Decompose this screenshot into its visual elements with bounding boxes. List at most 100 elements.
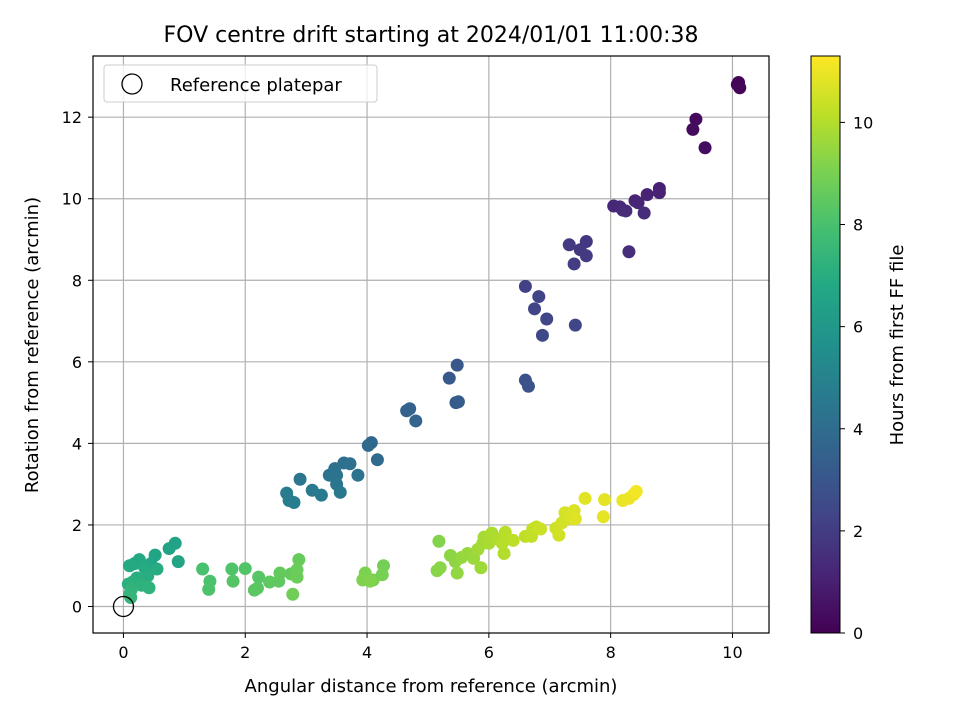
data-point — [540, 312, 554, 326]
colorbar-tick-label: 2 — [853, 522, 863, 541]
data-point — [290, 570, 304, 584]
y-tick-label: 8 — [72, 271, 82, 290]
data-point — [432, 534, 446, 548]
data-point — [202, 582, 216, 596]
data-point — [518, 279, 532, 293]
data-point — [552, 528, 566, 542]
data-point — [568, 318, 582, 332]
data-point — [433, 561, 447, 575]
data-point — [124, 591, 138, 605]
x-tick-label: 0 — [118, 643, 128, 662]
data-point — [596, 510, 610, 524]
y-axis-ticks: 0 2 4 6 8 10 12 — [62, 108, 93, 616]
y-tick-label: 6 — [72, 353, 82, 372]
grid-lines — [93, 56, 769, 633]
data-point — [567, 257, 581, 271]
x-axis-label: Angular distance from reference (arcmin) — [245, 676, 618, 697]
legend-reference-marker-icon — [121, 73, 143, 95]
data-point — [629, 485, 643, 499]
legend-box — [103, 64, 378, 103]
x-tick-label: 6 — [484, 643, 494, 662]
data-point — [598, 493, 612, 507]
data-point — [506, 533, 520, 547]
data-point — [528, 302, 542, 316]
y-tick-label: 10 — [62, 190, 82, 209]
legend: Reference platepar — [103, 64, 378, 103]
data-point — [351, 468, 365, 482]
y-tick-label: 4 — [72, 434, 82, 453]
colorbar-tick-label: 0 — [853, 624, 863, 643]
data-point — [226, 574, 240, 588]
plot-frame — [92, 55, 770, 634]
data-point — [450, 566, 464, 580]
data-point — [631, 196, 645, 210]
y-tick-label: 12 — [62, 108, 82, 127]
data-point — [162, 542, 176, 556]
data-point — [286, 587, 300, 601]
data-point — [686, 122, 700, 136]
data-point — [474, 561, 488, 575]
data-point — [141, 569, 155, 583]
data-point — [314, 488, 328, 502]
data-point — [619, 204, 633, 218]
x-tick-label: 10 — [722, 643, 742, 662]
data-point — [622, 245, 636, 259]
data-point — [698, 141, 712, 155]
colorbar-label: Hours from first FF file — [887, 245, 908, 446]
chart-title: FOV centre drift starting at 2024/01/01 … — [164, 23, 699, 48]
data-point — [562, 238, 576, 252]
data-point — [225, 562, 239, 576]
data-point — [287, 496, 301, 510]
data-point — [637, 206, 651, 220]
data-point — [171, 555, 185, 569]
data-point — [333, 485, 347, 499]
data-point — [150, 562, 164, 576]
colorbar-ticks: 0 2 4 6 8 10 — [840, 113, 873, 643]
data-point — [442, 371, 456, 385]
colorbar-tick-label: 4 — [853, 420, 863, 439]
data-point — [451, 395, 465, 409]
colorbar-gradient — [810, 55, 841, 634]
data-point — [400, 404, 414, 418]
data-point — [568, 512, 582, 526]
data-point — [689, 112, 703, 126]
data-point — [450, 358, 464, 372]
colorbar-tick-label: 8 — [853, 216, 863, 235]
data-point — [238, 562, 252, 576]
data-point — [497, 546, 511, 560]
data-point — [578, 491, 592, 505]
data-point — [498, 525, 512, 539]
data-point — [532, 290, 546, 304]
data-point — [322, 468, 336, 482]
data-point — [196, 562, 210, 576]
y-tick-label: 0 — [72, 597, 82, 616]
data-point — [579, 249, 593, 263]
data-point — [535, 328, 549, 342]
data-point — [521, 379, 535, 393]
x-tick-label: 4 — [362, 643, 372, 662]
data-point — [247, 583, 261, 597]
data-point — [343, 457, 357, 471]
reference-marker-layer — [112, 595, 135, 618]
x-tick-label: 2 — [240, 643, 250, 662]
reference-platepar-marker — [112, 595, 135, 618]
data-point — [409, 414, 423, 428]
legend-entry-label: Reference platepar — [170, 75, 342, 96]
data-point — [495, 536, 509, 550]
data-point — [292, 553, 306, 567]
x-axis-ticks: 0 2 4 6 8 10 — [118, 633, 743, 662]
y-tick-label: 2 — [72, 516, 82, 535]
data-point — [652, 186, 666, 200]
colorbar: 0 2 4 6 8 10 Hours from first FF file — [810, 55, 908, 643]
data-point — [293, 472, 307, 486]
data-point — [640, 188, 654, 202]
data-point — [361, 438, 375, 452]
data-point — [370, 453, 384, 467]
data-point — [273, 566, 287, 580]
data-points — [121, 76, 747, 605]
data-point — [733, 81, 747, 95]
colorbar-tick-label: 10 — [853, 113, 873, 132]
colorbar-tick-label: 6 — [853, 318, 863, 337]
y-axis-label: Rotation from reference (arcmin) — [22, 197, 43, 493]
